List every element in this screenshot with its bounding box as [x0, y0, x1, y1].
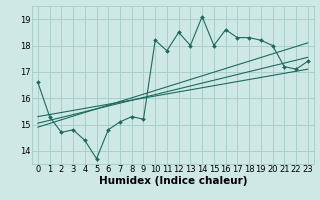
X-axis label: Humidex (Indice chaleur): Humidex (Indice chaleur) — [99, 176, 247, 186]
